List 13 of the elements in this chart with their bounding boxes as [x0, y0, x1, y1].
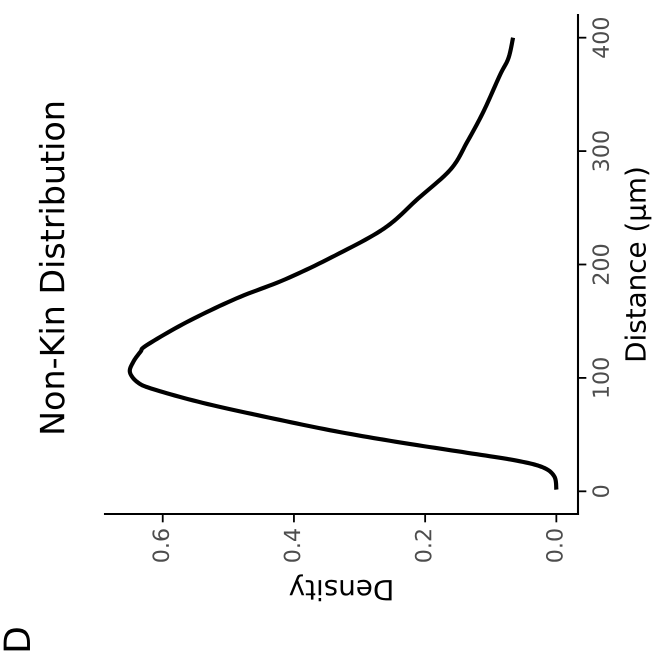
x-tick-label: 0.6 [152, 529, 170, 562]
y-tick-label: 100 [592, 358, 610, 397]
x-tick-label: 0.2 [414, 530, 432, 562]
x-tick-label: 0.4 [284, 529, 300, 562]
y-axis-title: Distance (µm) [624, 168, 652, 360]
y-tick-label: 200 [592, 244, 610, 284]
y-tick-label: 400 [592, 18, 610, 58]
y-tick-label: 300 [592, 131, 610, 171]
x-axis-title: Density [290, 574, 392, 602]
text: Non-Kin Distribution [38, 102, 65, 433]
x-tick-label: 0.0 [546, 529, 563, 562]
text: D [4, 628, 30, 650]
y-tick-label: 0 [592, 486, 610, 497]
